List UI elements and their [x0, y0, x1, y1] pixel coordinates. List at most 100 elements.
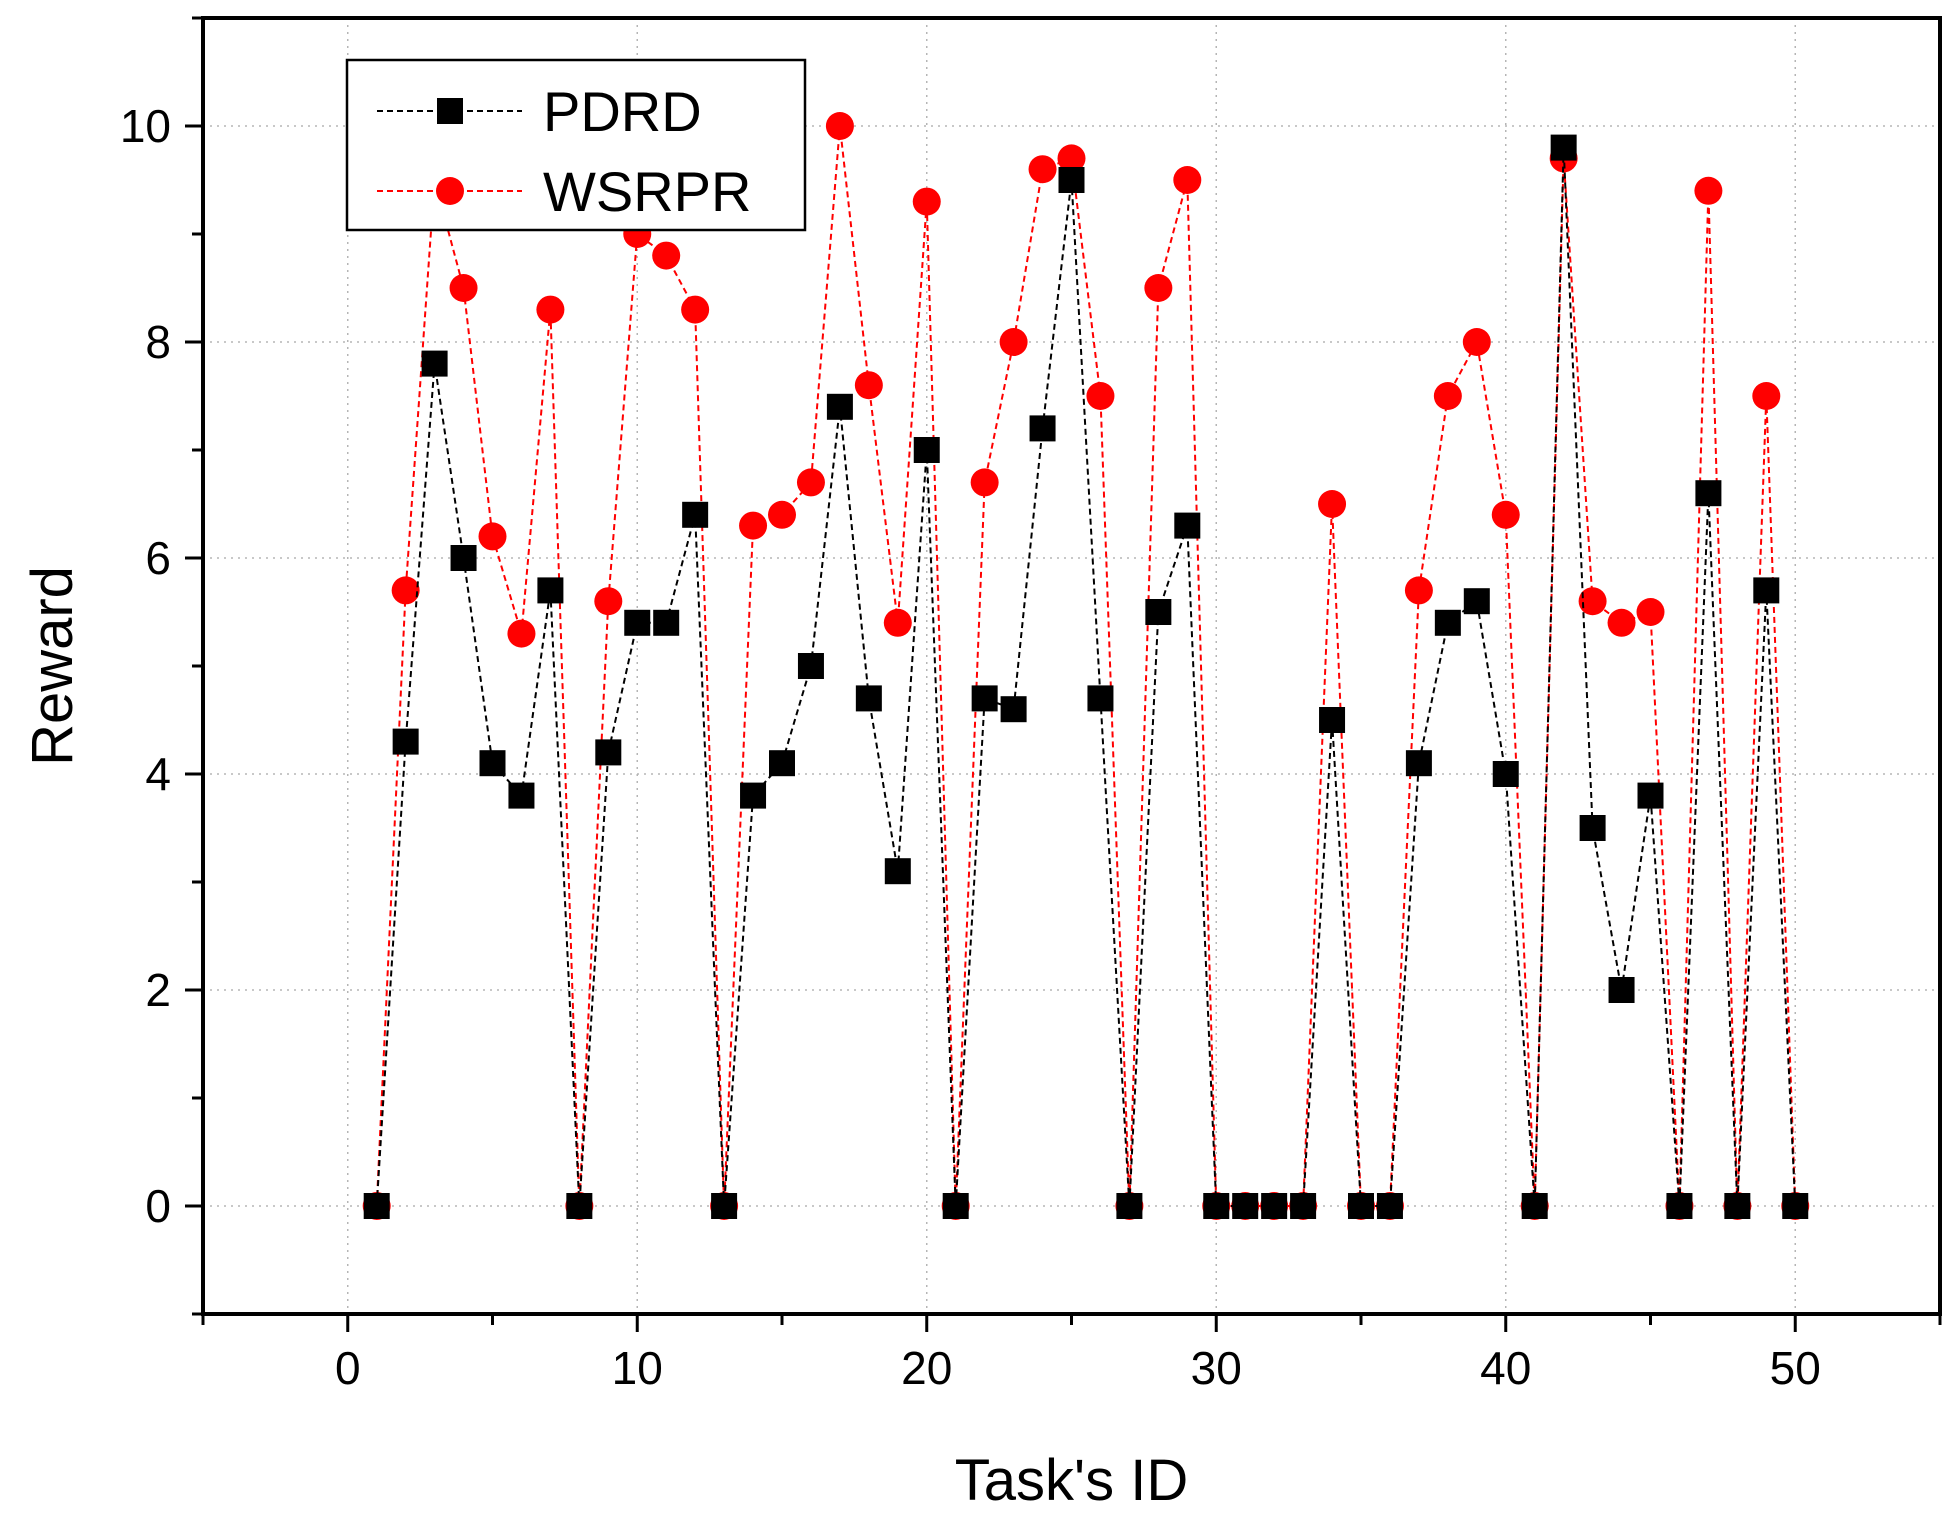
data-point-wsrpr [1578, 587, 1607, 616]
data-point-pdrd [1290, 1193, 1317, 1219]
data-point-wsrpr [1028, 155, 1057, 184]
data-point-wsrpr [1318, 490, 1347, 518]
y-tick-label: 2 [145, 964, 171, 1016]
data-point-wsrpr [796, 468, 825, 497]
data-point-pdrd [1782, 1193, 1809, 1219]
data-point-wsrpr [1607, 608, 1636, 637]
data-point-pdrd [1348, 1193, 1374, 1219]
y-tick-label: 6 [145, 532, 171, 584]
grid-lines [203, 18, 1940, 1314]
data-point-pdrd [1666, 1193, 1693, 1219]
data-point-pdrd [1087, 685, 1114, 712]
data-point-wsrpr [883, 608, 912, 637]
x-tick-label: 50 [1770, 1342, 1821, 1394]
legend: PDRD WSRPR [345, 58, 807, 232]
x-tick-label: 0 [335, 1342, 361, 1394]
y-axis-title: Reward [20, 566, 85, 766]
x-axis-title: Task's ID [955, 1448, 1188, 1513]
data-point-pdrd [740, 782, 767, 809]
data-point-wsrpr [391, 576, 420, 605]
data-point-pdrd [421, 350, 448, 377]
data-point-wsrpr [536, 295, 565, 324]
data-point-wsrpr [1462, 328, 1491, 356]
data-point-pdrd [1550, 134, 1577, 161]
data-point-pdrd [797, 653, 824, 679]
legend-marker-wsrpr [436, 177, 464, 205]
data-point-wsrpr [652, 241, 681, 270]
legend-label-wsrpr: WSRPR [543, 160, 751, 223]
data-point-wsrpr [681, 295, 710, 324]
data-point-wsrpr [1694, 176, 1723, 205]
data-point-wsrpr [1144, 274, 1173, 302]
data-point-pdrd [855, 685, 882, 712]
data-point-pdrd [769, 750, 795, 777]
data-point-pdrd [1261, 1193, 1288, 1219]
data-point-wsrpr [1491, 500, 1520, 529]
data-point-wsrpr [1057, 144, 1086, 173]
legend-label-pdrd: PDRD [543, 80, 702, 143]
data-point-pdrd [826, 393, 853, 420]
data-point-pdrd [537, 577, 564, 604]
data-point-pdrd [1319, 707, 1346, 733]
data-point-wsrpr [999, 328, 1028, 356]
data-point-pdrd [1492, 761, 1519, 787]
series-wsrpr [362, 112, 1810, 1220]
data-point-wsrpr [1086, 382, 1115, 410]
y-tick-label: 8 [145, 316, 171, 368]
data-point-wsrpr [739, 511, 768, 540]
data-point-pdrd [1145, 599, 1172, 625]
data-point-pdrd [884, 858, 911, 885]
data-point-wsrpr [854, 371, 883, 400]
data-point-wsrpr [970, 468, 999, 497]
data-point-wsrpr [478, 522, 507, 551]
data-point-pdrd [1029, 415, 1056, 442]
data-point-wsrpr [1173, 166, 1202, 194]
data-point-wsrpr [1636, 598, 1665, 626]
data-point-pdrd [479, 750, 506, 777]
series-layer [362, 112, 1810, 1220]
data-point-pdrd [1232, 1193, 1259, 1219]
data-point-pdrd [711, 1193, 738, 1219]
legend-marker-pdrd [437, 98, 463, 124]
x-tick-label: 40 [1480, 1342, 1531, 1394]
data-point-pdrd [1405, 750, 1432, 777]
data-point-pdrd [1376, 1193, 1403, 1219]
data-point-wsrpr [1404, 576, 1433, 605]
data-point-pdrd [1203, 1193, 1230, 1219]
y-tick-label: 10 [120, 100, 171, 152]
data-point-wsrpr [1752, 382, 1781, 410]
data-point-pdrd [1637, 782, 1664, 809]
data-point-pdrd [1463, 588, 1490, 615]
data-point-pdrd [1579, 815, 1606, 841]
data-point-wsrpr [507, 619, 536, 648]
data-point-pdrd [450, 545, 477, 571]
data-point-pdrd [1434, 609, 1461, 636]
data-point-wsrpr [449, 274, 478, 302]
axis-ticks: 0 10 20 30 40 50 0 2 4 6 8 10 [120, 16, 1942, 1394]
data-point-pdrd [363, 1193, 390, 1219]
data-point-pdrd [1724, 1193, 1751, 1219]
data-point-pdrd [1174, 512, 1201, 539]
data-point-pdrd [566, 1193, 593, 1219]
data-point-pdrd [1521, 1193, 1548, 1219]
data-point-pdrd [913, 437, 940, 463]
series-pdrd [363, 134, 1809, 1219]
y-tick-label: 0 [145, 1180, 171, 1232]
data-point-wsrpr [912, 187, 941, 216]
data-point-wsrpr [1433, 382, 1462, 410]
x-tick-label: 30 [1191, 1342, 1242, 1394]
data-point-pdrd [942, 1193, 969, 1219]
data-point-wsrpr [825, 112, 854, 140]
data-point-pdrd [1753, 577, 1780, 604]
data-point-wsrpr [768, 500, 796, 529]
data-point-pdrd [653, 609, 680, 636]
data-point-pdrd [508, 782, 535, 809]
x-tick-label: 20 [901, 1342, 952, 1394]
x-tick-label: 10 [612, 1342, 663, 1394]
data-point-pdrd [1116, 1193, 1143, 1219]
data-point-pdrd [682, 501, 709, 528]
data-point-pdrd [1058, 167, 1085, 193]
data-point-pdrd [971, 685, 998, 712]
data-point-pdrd [1695, 480, 1722, 507]
